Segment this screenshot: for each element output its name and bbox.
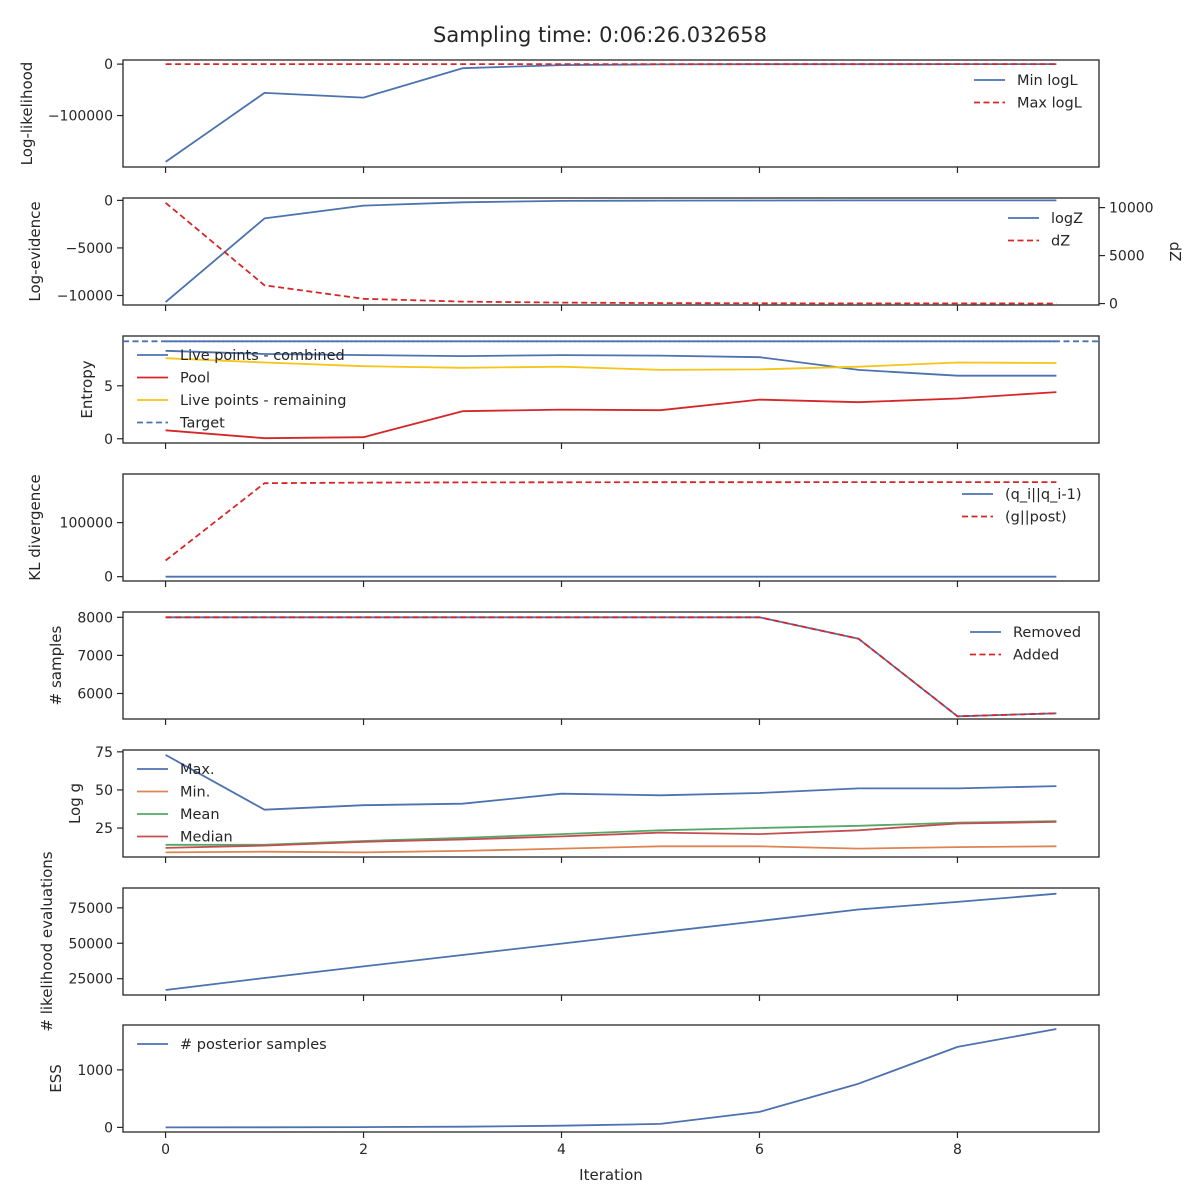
y-tick-label: −100000 xyxy=(48,109,113,125)
y2-tick-label: 10000 xyxy=(1109,201,1154,217)
legend-label: # posterior samples xyxy=(180,1037,327,1053)
panel-frame xyxy=(122,473,1100,582)
y-tick-label: −10000 xyxy=(57,288,113,304)
y-tick-label: 100000 xyxy=(60,516,113,532)
panel-8: 0 2 4 6 8 1000 0 ESS # posterior samples xyxy=(47,1024,1100,1158)
series-line-1 xyxy=(165,1028,1057,1129)
legend-label: Pool xyxy=(180,371,210,387)
y-tick-label: 0 xyxy=(104,57,113,73)
y-tick-label: 0 xyxy=(104,193,113,209)
y2-tick-label: 0 xyxy=(1109,297,1118,313)
y-axis-label: # samples xyxy=(47,625,65,705)
legend-label: Target xyxy=(179,416,225,432)
series-line-4 xyxy=(165,821,1057,849)
series-line-3 xyxy=(165,820,1057,846)
x-tick-label: 4 xyxy=(557,1142,566,1158)
x-axis-label: Iteration xyxy=(579,1166,643,1184)
y-tick-label: 8000 xyxy=(77,610,113,626)
legend-label: (q_i||q_i-1) xyxy=(1005,487,1082,503)
y-tick-label: 0 xyxy=(104,570,113,586)
y-tick-label: 1000 xyxy=(77,1063,113,1079)
y2-tick-label: 5000 xyxy=(1109,249,1145,265)
panel-frame xyxy=(122,887,1100,996)
legend-label: Removed xyxy=(1013,625,1081,641)
y-tick-label: 0 xyxy=(104,1120,113,1136)
y-tick-label: 50000 xyxy=(68,936,113,952)
series-line-2 xyxy=(165,481,1057,562)
legend-label: Max logL xyxy=(1017,96,1082,112)
y-tick-label: −5000 xyxy=(66,241,113,257)
legend-label: Min. xyxy=(180,785,210,801)
y-axis-label: Entropy xyxy=(78,360,96,418)
chart-title: Sampling time: 0:06:26.032658 xyxy=(433,23,767,47)
legend-label: (g||post) xyxy=(1005,510,1067,526)
y-tick-label: 50 xyxy=(95,783,113,799)
panel-frame xyxy=(122,611,1100,720)
legend-label: dZ xyxy=(1051,234,1070,250)
y-axis-label: Log g xyxy=(66,783,84,824)
series-line-1 xyxy=(165,616,1057,718)
y-tick-label: 0 xyxy=(104,432,113,448)
panel-frame xyxy=(122,59,1100,168)
legend-label: Added xyxy=(1013,648,1059,664)
legend-label: logZ xyxy=(1051,211,1083,227)
series-line-2 xyxy=(165,391,1057,440)
y-tick-label: 75 xyxy=(95,745,113,761)
y-tick-label: 25 xyxy=(95,821,113,837)
panel-7: 75000 50000 25000 # likelihood evaluations xyxy=(38,851,1100,1032)
legend-label: Median xyxy=(180,830,233,846)
series-line-1 xyxy=(165,754,1057,811)
panel-frame xyxy=(122,749,1100,858)
y-tick-label: 75000 xyxy=(68,901,113,917)
y-axis-label: Log-evidence xyxy=(26,201,44,301)
panel-2: 0 −5000 −10000 0 5000 10000 dZ Log-evidence logZ… xyxy=(26,193,1184,312)
x-tick-label: 0 xyxy=(161,1142,170,1158)
x-tick-label: 6 xyxy=(755,1142,764,1158)
legend-label: Mean xyxy=(180,807,220,823)
y-axis-label: KL divergence xyxy=(26,474,44,580)
series-line-2 xyxy=(165,616,1057,718)
y-tick-label: 6000 xyxy=(77,686,113,702)
x-tick-label: 8 xyxy=(953,1142,962,1158)
legend-label: Max. xyxy=(180,762,215,778)
series-line-1 xyxy=(165,349,1057,377)
panel-frame xyxy=(122,335,1100,444)
panel-frame xyxy=(122,197,1100,306)
series-line-2 xyxy=(165,202,1057,305)
y-tick-label: 7000 xyxy=(77,648,113,664)
series-line-3 xyxy=(165,357,1057,371)
legend-label: Live points - combined xyxy=(180,348,345,364)
y2-axis-label: dZ xyxy=(1166,242,1184,262)
panel-6: 75 50 25 Log g Max. Min. Mean Median xyxy=(66,745,1100,863)
panel-3: 0 5 Entropy Live points - combined Pool Live … xyxy=(78,335,1100,449)
y-axis-label: ESS xyxy=(47,1064,65,1093)
series-line-2 xyxy=(165,845,1057,854)
y-tick-label: 5 xyxy=(104,379,113,395)
y-axis-label: Log-likelihood xyxy=(18,62,36,166)
series-line-1 xyxy=(165,199,1057,303)
panel-1: 0 −100000 Log-likelihood Min logL Max logL xyxy=(18,57,1100,173)
panel-5: 8000 7000 6000 # samples Removed Added xyxy=(47,610,1100,725)
y-tick-label: 25000 xyxy=(68,972,113,988)
legend-label: Min logL xyxy=(1017,73,1078,89)
legend-label: Live points - remaining xyxy=(180,393,346,409)
panel-4: 0 100000 KL divergence (q_i||q_i-1) (g||post… xyxy=(26,473,1100,587)
y-axis-label: # likelihood evaluations xyxy=(38,851,56,1031)
series-line-1 xyxy=(165,892,1057,991)
x-tick-label: 2 xyxy=(359,1142,368,1158)
panel-frame xyxy=(122,1024,1100,1133)
series-line-1 xyxy=(165,63,1057,163)
